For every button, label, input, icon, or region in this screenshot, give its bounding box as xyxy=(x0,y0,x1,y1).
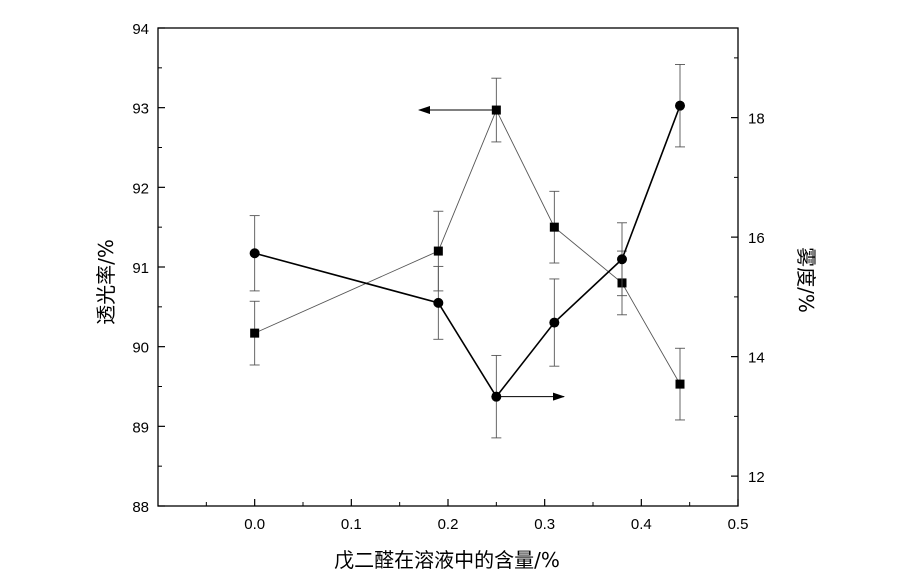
series-line-2 xyxy=(254,105,681,399)
y-right-tick-label: 14 xyxy=(748,350,765,367)
y-right-tick-label: 12 xyxy=(748,469,765,486)
data-point-square xyxy=(250,328,260,338)
data-point-square xyxy=(549,222,559,232)
x-axis-title: 戊二醛在溶液中的含量/% xyxy=(334,548,560,572)
y-right-tick-label: 18 xyxy=(748,111,765,128)
y-axis-left-title: 透光率/% xyxy=(94,239,118,325)
y-axis-right-title: 雾度/% xyxy=(794,247,818,313)
x-tick-label: 0.2 xyxy=(438,516,459,533)
data-point-circle xyxy=(675,100,685,111)
x-tick-label: 0.5 xyxy=(728,516,749,533)
axes: 0.0 0.1 0.2 0.3 0.4 0.5 88 89 90 91 92 93 94 12 14 16 18 xyxy=(132,21,764,533)
y-left-tick-label: 93 xyxy=(132,101,149,118)
y-left-tick-label: 90 xyxy=(132,340,149,357)
data-point-circle xyxy=(249,248,260,259)
y-right-tick-label: 16 xyxy=(748,230,765,247)
data-point-square xyxy=(675,379,685,389)
x-tick-label: 0.0 xyxy=(244,516,265,533)
y-left-tick-label: 91 xyxy=(132,260,149,277)
y-left-tick-label: 89 xyxy=(132,419,149,436)
x-tick-label: 0.4 xyxy=(631,516,652,533)
data-point-circle xyxy=(433,297,444,308)
y-left-tick-label: 88 xyxy=(132,499,149,516)
y-left-tick-label: 94 xyxy=(132,21,149,38)
data-point-square xyxy=(433,246,443,256)
plot-frame xyxy=(157,27,739,507)
x-tick-label: 0.1 xyxy=(341,516,362,533)
x-tick-label: 0.3 xyxy=(534,516,555,533)
y-left-tick-label: 92 xyxy=(132,180,149,197)
plot-area xyxy=(249,63,685,439)
data-point-circle xyxy=(617,254,627,265)
series-line-1 xyxy=(254,108,681,385)
data-point-circle xyxy=(549,317,560,328)
